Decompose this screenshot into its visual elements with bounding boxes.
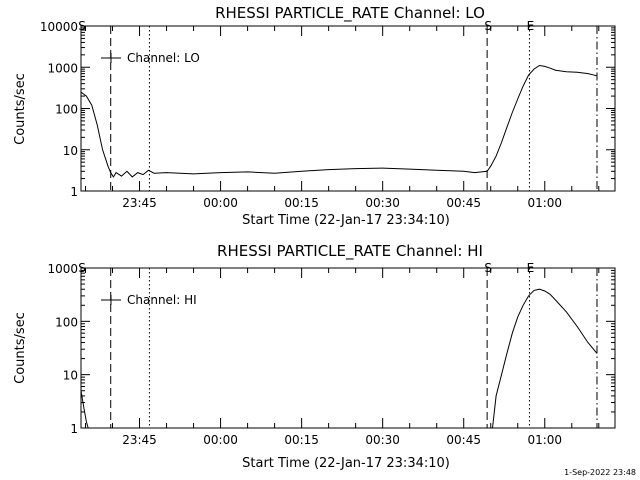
x-tick-label: 23:45 (122, 196, 157, 210)
plot-frame (80, 267, 616, 429)
series-line (80, 64, 598, 178)
event-marker-label: S (484, 261, 492, 275)
x-tick-label: 01:00 (527, 196, 562, 210)
series-line (80, 390, 89, 429)
x-tick-label: 01:00 (527, 433, 562, 447)
x-tick-label: 00:00 (203, 196, 238, 210)
y-tick-label: 1000 (47, 262, 78, 276)
y-axis-label-hi: Counts/sec (13, 312, 28, 384)
x-tick-label: 00:30 (365, 433, 400, 447)
legend-label: Channel: LO (127, 51, 200, 65)
y-axis-label-lo: Counts/sec (13, 73, 28, 145)
event-marker-label: E (527, 261, 535, 275)
x-tick-label: 00:30 (365, 196, 400, 210)
timestamp-footer: 1-Sep-2022 23:48 (564, 468, 636, 477)
x-tick-label: 23:45 (122, 433, 157, 447)
x-tick-label: 00:45 (446, 433, 481, 447)
event-marker-label: S (78, 19, 86, 33)
x-tick-label: 00:45 (446, 196, 481, 210)
event-marker-label: S (484, 19, 492, 33)
y-tick-label: 100 (55, 103, 78, 117)
y-tick-label: 10 (63, 144, 78, 158)
plot-panel-hi: 1 10 100 1000 23:45 00:00 00:15 00:30 00:45 01:00… (47, 261, 616, 447)
y-tick-label: 100 (55, 315, 78, 329)
y-tick-label: 10 (63, 369, 78, 383)
chart-title-hi: RHESSI PARTICLE_RATE Channel: HI (217, 242, 483, 261)
plot-panel-lo: 1 10 100 1000 10000 23:45 00:00 00:15 00:30 00:45… (40, 19, 616, 210)
y-tick-label: 1 (70, 185, 78, 199)
series-line (492, 288, 598, 429)
x-axis-label-hi: Start Time (22-Jan-17 23:34:10) (242, 456, 450, 471)
event-marker-label: E (527, 19, 535, 33)
x-tick-label: 00:15 (284, 433, 319, 447)
x-tick-label: 00:15 (284, 196, 319, 210)
y-tick-label: 10000 (40, 20, 78, 34)
x-tick-label: 00:00 (203, 433, 238, 447)
legend-label: Channel: HI (127, 293, 197, 307)
x-axis-label-lo: Start Time (22-Jan-17 23:34:10) (242, 213, 450, 228)
event-marker-label: S (78, 261, 86, 275)
y-tick-label: 1000 (47, 61, 78, 75)
chart-title-lo: RHESSI PARTICLE_RATE Channel: LO (215, 4, 485, 23)
y-tick-label: 1 (70, 422, 78, 436)
